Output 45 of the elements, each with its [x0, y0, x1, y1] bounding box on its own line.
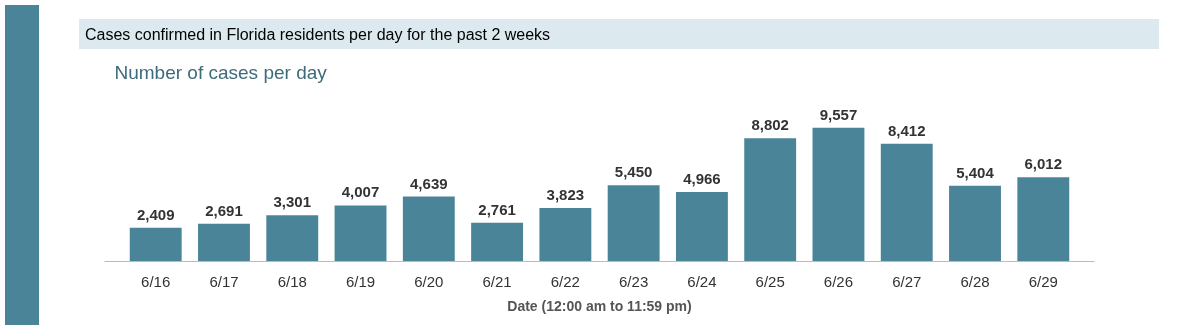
- chart-subtitle: Number of cases per day: [114, 61, 328, 83]
- bar: [402, 196, 455, 262]
- x-tick-label: 6/27: [892, 272, 922, 290]
- data-label: 5,404: [956, 163, 995, 181]
- x-tick-label: 6/26: [823, 272, 854, 290]
- bar: [812, 127, 865, 262]
- bar: [334, 205, 387, 262]
- bar: [744, 138, 797, 262]
- bar: [129, 227, 182, 262]
- x-axis-title: Date (12:00 am to 11:59 pm): [507, 297, 692, 314]
- x-tick-label: 6/29: [1028, 272, 1058, 290]
- data-label: 5,450: [614, 163, 653, 181]
- x-tick-label: 6/16: [141, 272, 171, 290]
- bar: [198, 223, 250, 262]
- data-label: 2,691: [205, 201, 243, 219]
- data-label: 2,761: [478, 200, 516, 218]
- bar: [607, 185, 660, 262]
- data-label: 4,639: [410, 174, 448, 192]
- x-tick-label: 6/28: [960, 272, 990, 290]
- data-label: 3,823: [546, 185, 585, 203]
- bar: [675, 191, 728, 262]
- bar: [266, 215, 319, 262]
- x-tick-label: 6/21: [482, 272, 512, 290]
- x-tick-label: 6/23: [619, 272, 649, 290]
- data-label: 8,802: [751, 116, 789, 134]
- bar: [1017, 177, 1070, 262]
- chart-title: Cases confirmed in Florida residents per day for the past 2 weeks: [85, 25, 551, 45]
- x-tick-label: 6/25: [755, 272, 785, 290]
- bar: [949, 185, 1001, 262]
- data-label: 8,412: [887, 121, 926, 139]
- data-label: 9,557: [819, 105, 858, 123]
- data-label: 4,007: [341, 183, 380, 201]
- data-label: 4,966: [683, 169, 721, 187]
- x-tick-label: 6/18: [277, 272, 307, 290]
- bar: [539, 207, 592, 262]
- bar: [471, 222, 524, 262]
- x-tick-label: 6/20: [414, 272, 444, 290]
- x-tick-label: 6/24: [687, 272, 717, 290]
- data-label: 2,409: [136, 205, 175, 223]
- data-label: 6,012: [1024, 155, 1063, 173]
- x-tick-label: 6/19: [345, 272, 376, 290]
- data-label: 3,301: [273, 193, 312, 211]
- x-tick-label: 6/22: [550, 272, 580, 290]
- bar: [880, 143, 933, 262]
- x-tick-label: 6/17: [209, 272, 239, 290]
